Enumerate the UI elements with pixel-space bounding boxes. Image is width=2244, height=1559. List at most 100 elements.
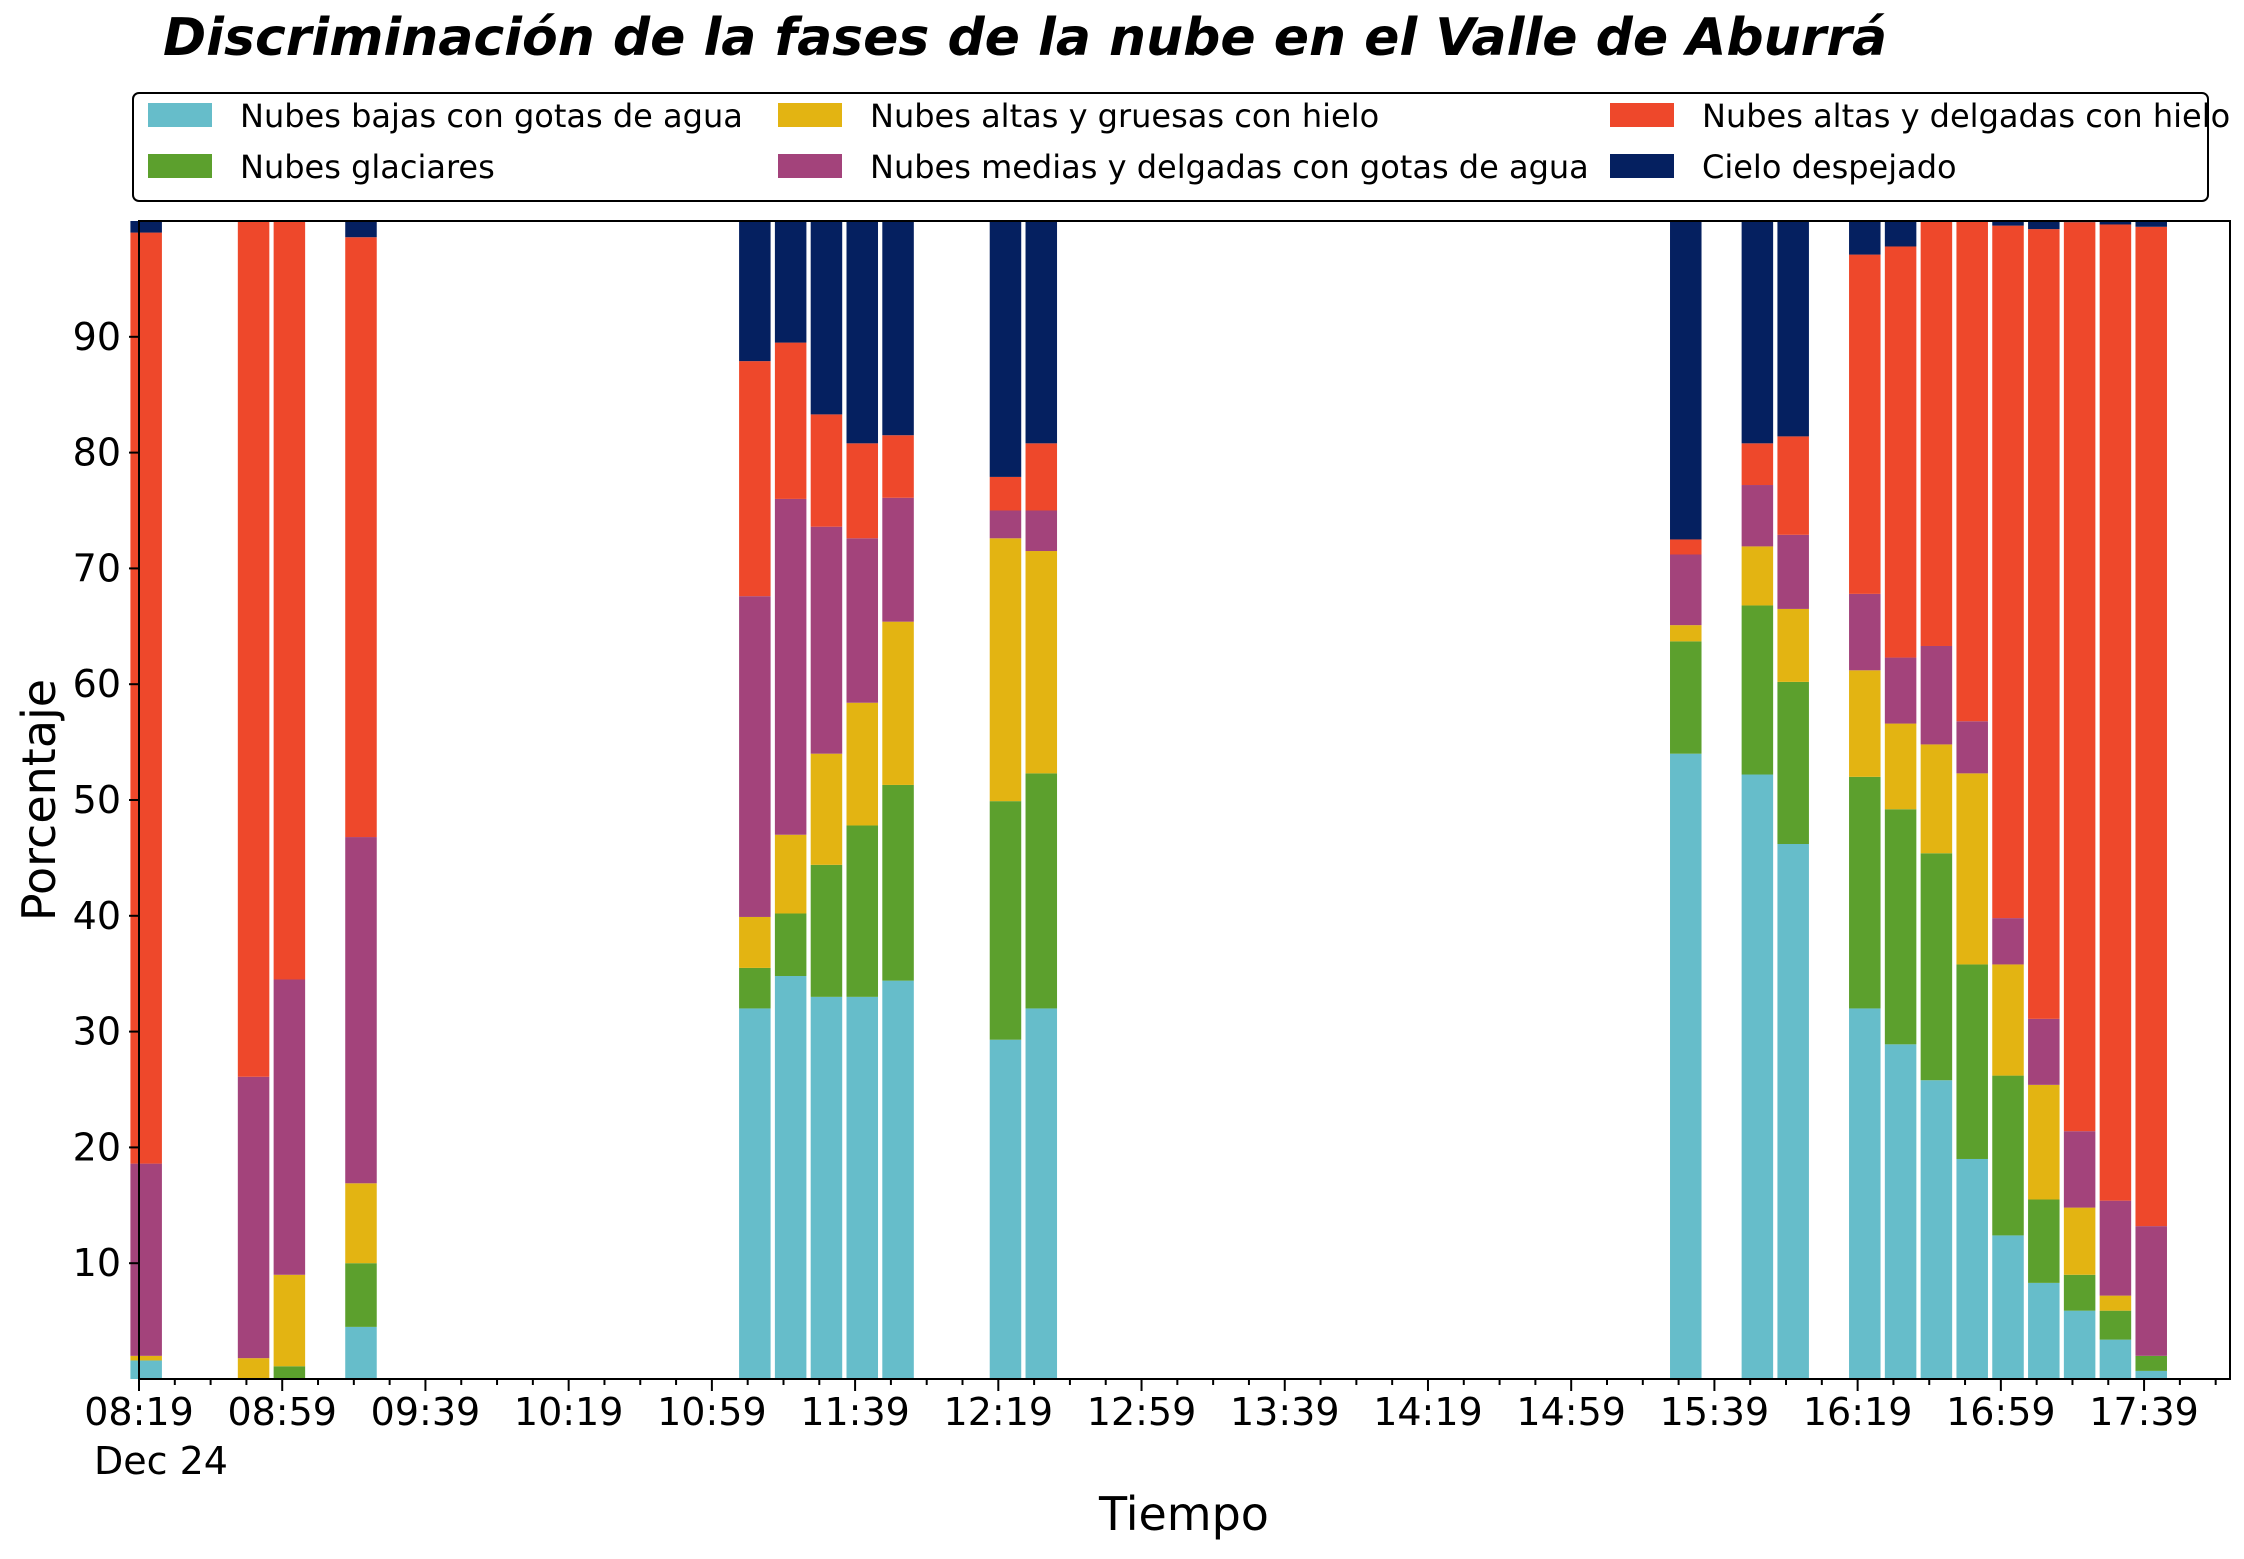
legend-swatch bbox=[1610, 103, 1674, 127]
bar-segment bbox=[774, 976, 807, 1379]
bar-segment bbox=[739, 916, 771, 968]
x-axis-label: Tiempo bbox=[1098, 1487, 1269, 1541]
bar-segment bbox=[810, 996, 843, 1379]
legend-swatch bbox=[778, 103, 842, 127]
bar-segment bbox=[989, 510, 1022, 539]
y-tick-label: 20 bbox=[73, 1125, 121, 1169]
bar-segment bbox=[1025, 773, 1058, 1009]
bar-segment bbox=[774, 221, 807, 343]
x-tick-label: 09:39 bbox=[371, 1390, 481, 1434]
bar-segment bbox=[882, 497, 914, 622]
bar-segment bbox=[810, 753, 843, 865]
y-tick-label: 80 bbox=[73, 431, 121, 475]
bar-segment bbox=[345, 1326, 377, 1379]
bar-segment bbox=[1741, 485, 1774, 547]
bar-segment bbox=[1025, 551, 1058, 774]
bar-segment bbox=[1777, 534, 1809, 609]
bar-segment bbox=[1920, 853, 1953, 1081]
bar-segment bbox=[739, 221, 771, 362]
bar-segment bbox=[1849, 221, 1881, 255]
bar-segment bbox=[1670, 625, 1702, 642]
bar-segment bbox=[810, 864, 843, 997]
legend-label: Nubes medias y delgadas con gotas de agu… bbox=[870, 148, 1589, 186]
bar-segment bbox=[2099, 224, 2132, 1201]
bar-segment bbox=[345, 221, 377, 238]
bar-segment bbox=[1956, 773, 1988, 965]
bar-segment bbox=[846, 702, 879, 826]
legend-swatch bbox=[148, 103, 212, 127]
bar-segment bbox=[1956, 964, 1988, 1159]
legend-label: Nubes altas y delgadas con hielo bbox=[1702, 97, 2230, 135]
x-tick-label: 11:39 bbox=[800, 1390, 910, 1434]
plot-frame bbox=[139, 221, 2230, 1379]
x-tick-label: 12:19 bbox=[944, 1390, 1054, 1434]
bar-segment bbox=[882, 221, 914, 436]
bar-segment bbox=[739, 1008, 771, 1379]
bar-segment bbox=[1992, 1075, 2024, 1236]
bar-segment bbox=[846, 443, 879, 539]
bar-segment bbox=[1884, 1044, 1917, 1379]
x-tick-label: 08:19 bbox=[84, 1390, 194, 1434]
bar-segment bbox=[1992, 221, 2024, 226]
bar-segment bbox=[273, 1274, 306, 1367]
bar-segment bbox=[2063, 1131, 2096, 1208]
y-tick-label: 30 bbox=[73, 1010, 121, 1054]
bar-segment bbox=[1741, 221, 1774, 444]
bar-segment bbox=[345, 837, 377, 1184]
bar-segment bbox=[130, 1163, 162, 1356]
bar-segment bbox=[1992, 1235, 2024, 1379]
bar-segment bbox=[846, 996, 879, 1379]
bar-segment bbox=[1025, 1008, 1058, 1379]
bar-segment bbox=[2135, 1355, 2167, 1371]
bar-segment bbox=[2063, 1207, 2096, 1275]
x-tick-label: 10:19 bbox=[514, 1390, 624, 1434]
bar-segment bbox=[1777, 436, 1809, 535]
bar-segment bbox=[2028, 1199, 2060, 1283]
bar-segment bbox=[273, 1366, 306, 1379]
bar-segment bbox=[1777, 844, 1809, 1379]
bar-segment bbox=[2028, 1084, 2060, 1200]
bar-segment bbox=[774, 342, 807, 499]
bar-segment bbox=[846, 221, 879, 444]
bar-segment bbox=[882, 784, 914, 981]
chart-title: Discriminación de la fases de la nube en… bbox=[163, 8, 1887, 68]
bar-segment bbox=[989, 221, 1022, 477]
bar-segment bbox=[273, 979, 306, 1275]
bar-segment bbox=[810, 526, 843, 754]
bar-segment bbox=[882, 980, 914, 1379]
bar-segment bbox=[1849, 1008, 1881, 1379]
plot-area bbox=[139, 221, 2230, 1379]
bar-segment bbox=[739, 967, 771, 1009]
bar-segment bbox=[1670, 641, 1702, 754]
x-tick-label: 13:39 bbox=[1230, 1390, 1340, 1434]
bar-segment bbox=[774, 913, 807, 977]
bars-group bbox=[130, 221, 2167, 1379]
bar-segment bbox=[1741, 443, 1774, 486]
bar-segment bbox=[2135, 226, 2167, 1227]
bar-segment bbox=[2099, 1295, 2132, 1311]
bar-segment bbox=[2135, 1226, 2167, 1356]
bar-segment bbox=[989, 538, 1022, 802]
bar-segment bbox=[810, 221, 843, 415]
bar-segment bbox=[130, 1360, 162, 1379]
bar-segment bbox=[1884, 723, 1917, 810]
bar-segment bbox=[1025, 510, 1058, 552]
bar-segment bbox=[2099, 1310, 2132, 1340]
legend-label: Nubes altas y gruesas con hielo bbox=[870, 97, 1379, 135]
bar-segment bbox=[1992, 918, 2024, 965]
y-tick-label: 70 bbox=[73, 546, 121, 590]
bar-segment bbox=[237, 1076, 270, 1359]
x-tick-label: 12:59 bbox=[1087, 1390, 1197, 1434]
bar-segment bbox=[1670, 221, 1702, 540]
bar-segment bbox=[2063, 222, 2096, 1132]
bar-segment bbox=[237, 221, 270, 1077]
bar-segment bbox=[989, 1039, 1022, 1379]
bar-segment bbox=[2099, 221, 2132, 225]
x-tick-label: 15:39 bbox=[1660, 1390, 1770, 1434]
x-tick-label: 08:59 bbox=[227, 1390, 337, 1434]
y-tick-label: 60 bbox=[73, 662, 121, 706]
bar-segment bbox=[1849, 670, 1881, 777]
bar-segment bbox=[345, 237, 377, 838]
legend-swatch bbox=[778, 154, 842, 178]
